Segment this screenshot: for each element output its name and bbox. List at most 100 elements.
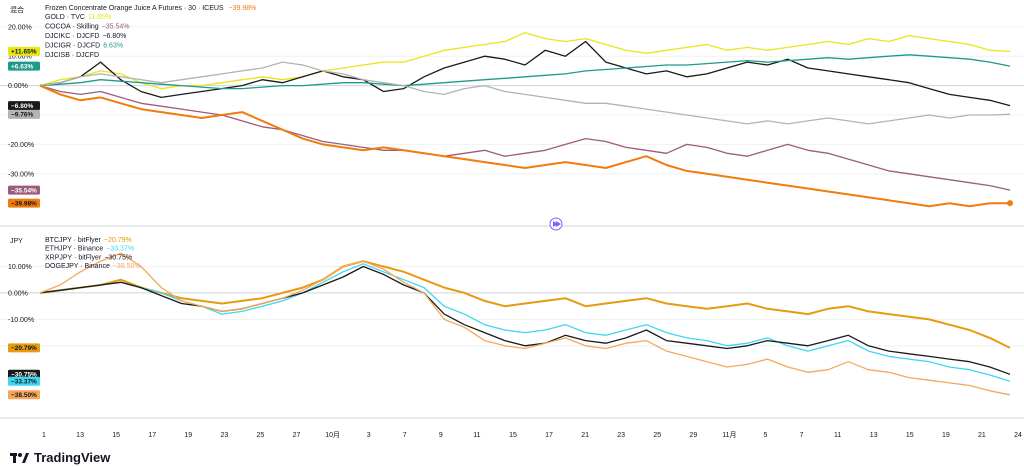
x-tick-label: 1 — [42, 432, 46, 439]
time-axis[interactable]: 1 13 15 17 19 23 25 27 10月 3 7 9 11 15 17 21 23 25 29 11月 5 7… — [42, 431, 1022, 439]
legend-item-label: ETHJPY · Binance — [45, 246, 103, 253]
bottom-panel-series — [39, 252, 1011, 396]
legend-item[interactable]: COCOA · Skilling −35.54% — [45, 24, 130, 31]
x-tick-label: 13 — [76, 432, 84, 439]
price-badge-background — [8, 46, 40, 56]
price-badge-background — [8, 376, 40, 386]
price-badge-btcjpy: −20.79% — [8, 343, 40, 353]
series-line-djcisb[interactable] — [39, 61, 1011, 125]
legend-item-value: 6.63% — [103, 43, 123, 50]
price-badge-background — [8, 369, 40, 379]
legend-item[interactable]: ETHJPY · Binance −33.37% — [45, 246, 134, 253]
price-badge-background — [8, 101, 40, 111]
x-tick-label: 15 — [906, 432, 914, 439]
x-tick-label: 17 — [148, 432, 156, 439]
legend-item[interactable]: BTCJPY · bitFlyer −20.79% — [45, 237, 132, 244]
bottom-panel-price-badges: −20.79% −30.75%−33.37% −38.50% — [8, 343, 40, 400]
price-badge-background — [8, 185, 40, 195]
legend-item[interactable]: XRPJPY · bitFlyer −30.75% — [45, 254, 132, 261]
x-tick-label: 11 — [473, 432, 480, 439]
x-tick-label: 5 — [764, 432, 768, 439]
price-badge-background — [8, 109, 40, 119]
x-tick-label: 29 — [689, 432, 697, 439]
top-panel-price-badges: +11.65% +6.63% −6.80% −9.76% −35.54% −39.98% — [8, 46, 40, 208]
legend-item-label: XRPJPY · bitFlyer — [45, 254, 102, 261]
x-tick-label: 21 — [978, 432, 986, 439]
top-panel-scale-label[interactable]: 混合 — [10, 5, 24, 14]
legend-item[interactable]: GOLD · TVC 11.65% — [45, 14, 111, 21]
price-badge-ethjpy: −33.37% — [8, 376, 40, 386]
price-badge-background — [8, 198, 40, 208]
x-tick-label: 25 — [257, 432, 265, 439]
price-badge-text: −35.54% — [11, 187, 37, 194]
x-tick-label: 15 — [509, 432, 517, 439]
bottom-panel-scale-label[interactable]: JPY — [10, 238, 23, 245]
price-badge-cocoa: −35.54% — [8, 185, 40, 195]
legend-item-value: 11.65% — [88, 14, 111, 21]
series-line-djcigr[interactable] — [39, 54, 1011, 90]
price-badge-background — [8, 343, 40, 353]
top-panel-grid — [0, 26, 1024, 175]
y-tick-label: 0.00% — [8, 83, 28, 90]
bottom-panel-grid — [0, 265, 1024, 347]
legend-item-value: −30.75% — [104, 254, 132, 261]
legend-item-label: DJCIKC · DJCFD — [45, 33, 99, 40]
price-badge-text: −33.37% — [11, 379, 37, 386]
legend-main-label: Frozen Concentrate Orange Juice A Future… — [45, 5, 224, 12]
legend-item-value: −33.37% — [106, 246, 134, 253]
series-line-cocoa[interactable] — [39, 84, 1011, 191]
x-tick-label: 7 — [800, 432, 804, 439]
x-tick-label: 11月 — [722, 431, 736, 439]
price-badge-djcigr: +6.63% — [8, 61, 40, 71]
price-badge-text: −6.80% — [11, 103, 33, 110]
legend-item-value: −20.79% — [104, 237, 132, 244]
price-badge-text: −20.79% — [11, 345, 37, 352]
price-badge-djcisb: −9.76% — [8, 109, 40, 119]
legend-item[interactable]: DJCIKC · DJCFD −6.80% — [45, 33, 126, 40]
series-line-djcikc[interactable] — [39, 40, 1011, 107]
price-badge-gold: +11.65% — [8, 46, 40, 56]
series-line-gold[interactable] — [39, 32, 1011, 90]
y-tick-label: 10.00% — [8, 54, 32, 61]
y-tick-label: 10.00% — [8, 264, 32, 271]
x-tick-label: 23 — [617, 432, 625, 439]
price-badge-text: −9.76% — [11, 112, 33, 119]
x-tick-label: 11 — [834, 432, 841, 439]
series-line-ethjpy[interactable] — [39, 263, 1011, 382]
x-tick-label: 19 — [942, 432, 950, 439]
bottom-panel-y-axis[interactable]: 10.00%0.00%-10.00%-20.00% — [8, 264, 34, 350]
bottom-panel-legend: BTCJPY · bitFlyer −20.79%ETHJPY · Binance… — [45, 237, 141, 270]
y-tick-label: -20.00% — [8, 142, 34, 149]
legend-item[interactable]: DJCISB · DJCFD — [45, 52, 99, 59]
tradingview-logo-text: TradingView — [34, 450, 111, 465]
legend-item-label: COCOA · Skilling — [45, 24, 99, 31]
legend-item-label: DJCIGR · DJCFD — [45, 43, 100, 50]
price-badge-background — [8, 390, 40, 400]
x-tick-label: 23 — [220, 432, 228, 439]
y-tick-label: 20.00% — [8, 24, 32, 31]
legend-main-series[interactable]: Frozen Concentrate Orange Juice A Future… — [45, 5, 256, 12]
x-tick-label: 24 — [1014, 432, 1022, 439]
series-line-ojfut[interactable] — [39, 84, 1010, 208]
price-badge-text: −30.75% — [11, 372, 37, 379]
series-line-btcjpy[interactable] — [39, 260, 1011, 349]
top-panel-series — [39, 32, 1013, 208]
tradingview-logo-icon — [10, 453, 29, 463]
replay-marker-icon[interactable] — [549, 217, 563, 231]
price-badge-ojfut: −39.98% — [8, 198, 40, 208]
y-tick-label: -10.00% — [8, 317, 34, 324]
price-badge-text: −38.50% — [11, 392, 37, 399]
legend-item-label: DJCISB · DJCFD — [45, 52, 99, 59]
legend-item-value: −38.50% — [113, 263, 141, 270]
legend-item[interactable]: DOGEJPY · Binance −38.50% — [45, 263, 141, 270]
legend-item[interactable]: DJCIGR · DJCFD 6.63% — [45, 43, 123, 50]
series-line-dogejpy[interactable] — [39, 252, 1011, 396]
price-badge-text: +11.65% — [11, 49, 37, 56]
x-tick-label: 17 — [545, 432, 553, 439]
price-badge-xrpjpy: −30.75% — [8, 369, 40, 379]
legend-item-label: BTCJPY · bitFlyer — [45, 237, 102, 244]
series-line-xrpjpy[interactable] — [39, 265, 1011, 375]
legend-main-change: −39.98% — [229, 5, 257, 12]
legend-item-value: −35.54% — [102, 24, 130, 31]
